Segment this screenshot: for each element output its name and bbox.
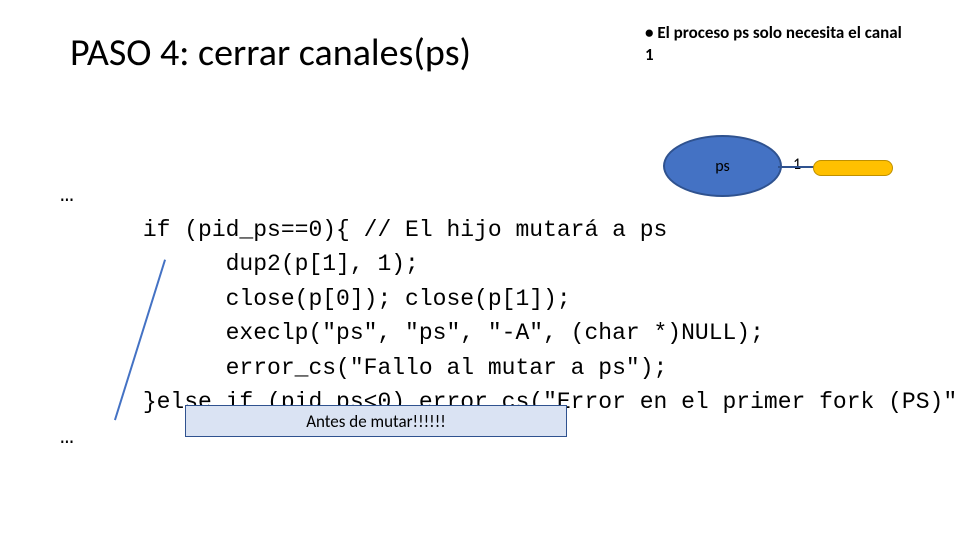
bullet-note: El proceso ps solo necesita el canal 1 xyxy=(645,22,905,66)
slide-title: PASO 4: cerrar canales(ps) xyxy=(70,30,471,76)
highlight-box: Antes de mutar!!!!!! xyxy=(185,405,567,437)
arrow-capsule xyxy=(813,160,893,176)
connector-line xyxy=(778,166,815,168)
channel-1-label: 1 xyxy=(793,155,801,174)
